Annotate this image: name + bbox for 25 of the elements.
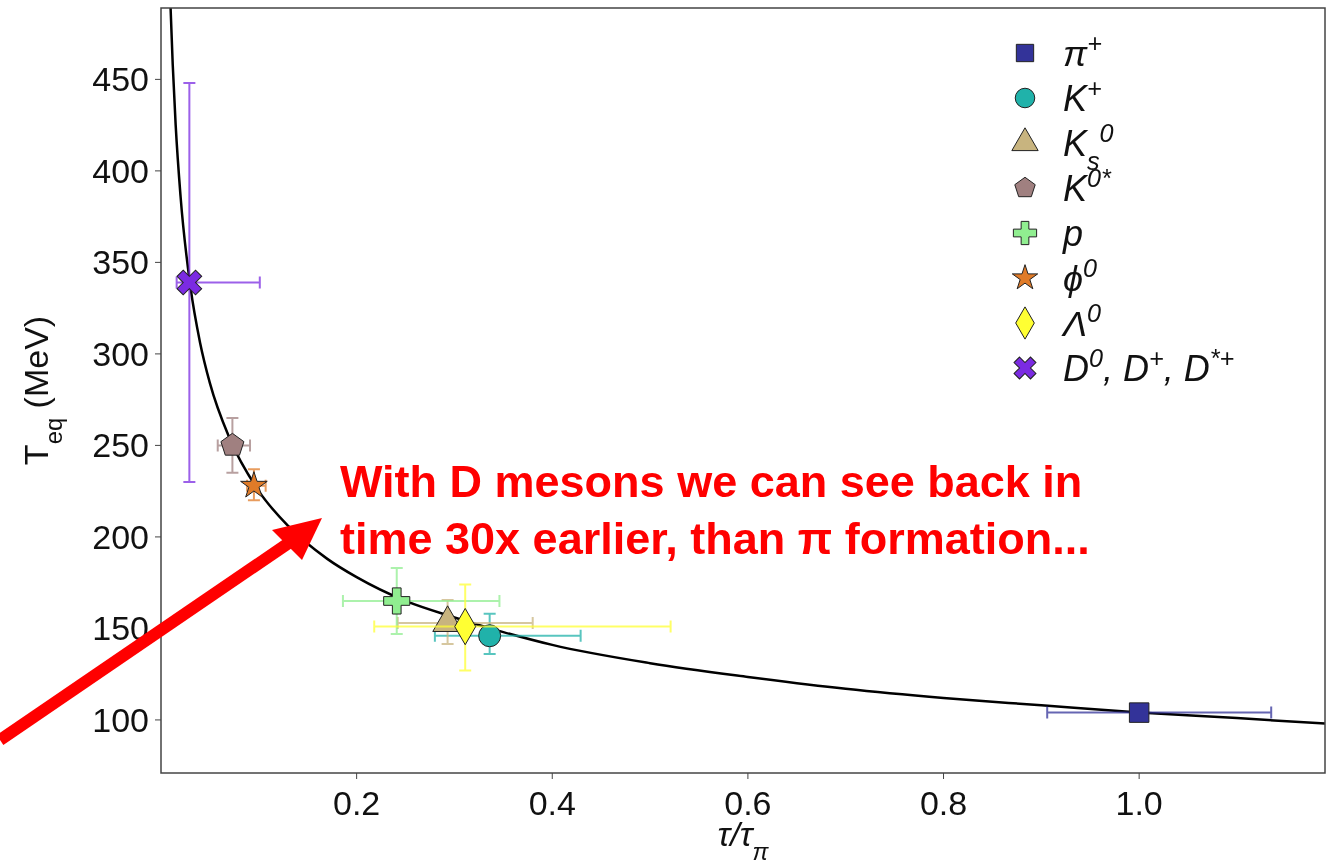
x-tick-label: 0.2 (333, 784, 381, 822)
y-tick-label: 300 (92, 334, 149, 373)
y-tick-label: 450 (92, 60, 149, 99)
point (220, 432, 245, 456)
legend-label: D$^{0}$, D$^{+}$, D$^{*+}$ (1063, 344, 1235, 389)
legend-label: K$^{+}$ (1063, 74, 1102, 119)
x-tick-label: 0.4 (528, 784, 576, 822)
legend-label: π$^{+}$ (1063, 29, 1102, 74)
point (240, 471, 268, 498)
point (176, 269, 203, 296)
point (383, 587, 411, 615)
point (1128, 702, 1150, 723)
x-tick-label: 1.0 (1115, 784, 1163, 822)
legend-label: ϕ$^{0}$ (1063, 254, 1098, 299)
annotation: With D mesons we can see back in time 30x earlier, than π formation... (340, 456, 1090, 564)
y-tick-label: 400 (92, 151, 149, 190)
legend-label: p (1062, 213, 1084, 254)
point (478, 624, 502, 648)
line-series (169, 6, 1327, 725)
y-tick-label: 100 (92, 700, 149, 739)
y-tick-label: 200 (92, 517, 149, 556)
y-tick-label: 350 (92, 243, 149, 282)
y-tick-label: 250 (92, 426, 149, 465)
legend-label: Λ$^{0}$ (1061, 299, 1102, 344)
x-tick-label: 0.8 (919, 784, 968, 822)
